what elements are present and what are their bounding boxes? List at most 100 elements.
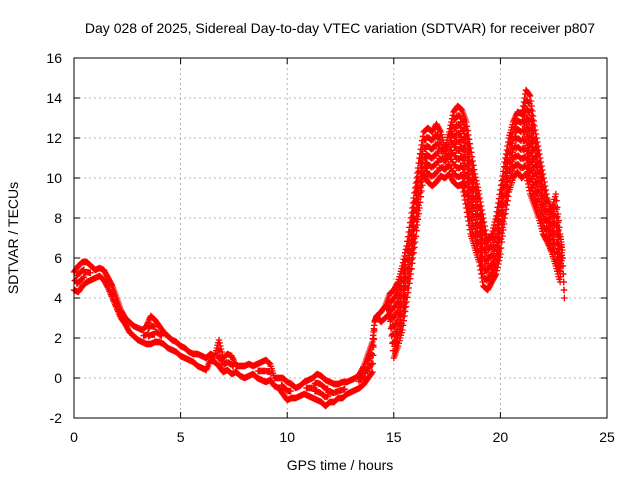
data-point — [406, 233, 413, 240]
data-point — [534, 138, 541, 146]
data-point — [537, 158, 545, 166]
data-point — [478, 223, 486, 231]
data-point — [417, 193, 425, 200]
data-point — [551, 193, 559, 200]
data-point — [384, 312, 392, 319]
data-point — [408, 265, 415, 272]
data-point — [500, 220, 508, 228]
data-point — [414, 207, 422, 214]
data-point — [523, 105, 530, 112]
data-point — [217, 342, 224, 350]
data-point — [498, 177, 506, 184]
data-point — [480, 218, 488, 226]
data-point — [477, 198, 484, 206]
data-point — [543, 190, 550, 198]
data-point — [406, 242, 413, 250]
data-point — [495, 213, 503, 220]
data-point — [503, 174, 510, 181]
data-point — [104, 283, 111, 290]
data-point — [401, 312, 408, 320]
data-point — [149, 314, 157, 322]
data-point — [555, 217, 562, 224]
data-point — [401, 299, 409, 307]
data-point — [157, 332, 164, 339]
data-point — [479, 278, 486, 286]
data-point — [409, 250, 416, 258]
data-point — [358, 382, 366, 390]
data-point — [103, 272, 110, 279]
data-point — [311, 384, 318, 391]
data-point — [556, 267, 563, 274]
data-point — [409, 236, 417, 243]
data-point — [554, 227, 562, 235]
y-tick-label: 4 — [54, 290, 62, 306]
data-point — [526, 135, 533, 142]
x-tick-label: 10 — [279, 429, 295, 445]
data-point — [478, 232, 486, 239]
data-point — [80, 273, 88, 281]
data-point — [391, 295, 398, 302]
data-point — [491, 273, 498, 280]
data-point — [409, 260, 416, 267]
data-point — [532, 126, 539, 134]
data-point — [530, 200, 538, 208]
data-point — [493, 267, 501, 274]
data-point — [554, 210, 562, 218]
data-point — [509, 158, 516, 165]
data-point — [457, 105, 464, 112]
data-point — [388, 288, 395, 296]
data-point — [479, 261, 486, 269]
data-point — [481, 231, 488, 238]
data-point — [482, 226, 489, 234]
data-point — [509, 167, 516, 175]
y-tick-label: 0 — [54, 370, 62, 386]
data-point — [434, 132, 442, 139]
data-point — [530, 136, 538, 143]
data-point — [375, 310, 383, 318]
data-point — [528, 102, 535, 110]
data-point — [536, 154, 544, 162]
data-point — [497, 244, 505, 252]
data-point — [495, 257, 503, 264]
data-point — [287, 387, 294, 395]
data-point — [360, 364, 367, 371]
data-point — [530, 145, 538, 152]
data-point — [495, 230, 503, 238]
data-point — [151, 323, 158, 331]
data-point — [401, 269, 408, 277]
data-point — [266, 360, 273, 367]
data-point — [502, 210, 509, 217]
data-point — [530, 117, 538, 125]
data-point — [474, 184, 481, 191]
data-point — [469, 157, 476, 165]
data-point — [426, 126, 434, 134]
data-point — [526, 91, 533, 99]
data-point — [560, 278, 567, 286]
data-point — [461, 169, 469, 176]
data-point — [475, 187, 482, 194]
data-point — [216, 339, 223, 347]
plot-border — [73, 57, 608, 419]
data-point — [393, 290, 400, 298]
data-point — [359, 373, 366, 381]
data-point — [158, 332, 165, 340]
data-point — [414, 221, 421, 229]
data-point — [418, 187, 425, 195]
data-point — [406, 280, 413, 287]
data-point — [495, 225, 502, 233]
data-point — [405, 284, 412, 292]
data-point — [368, 369, 375, 377]
data-point — [529, 107, 536, 115]
x-tick-label: 15 — [386, 429, 402, 445]
data-point — [341, 385, 348, 393]
data-point — [419, 182, 426, 189]
data-point — [370, 335, 378, 342]
data-point — [537, 167, 545, 175]
data-point — [502, 178, 510, 185]
data-point — [410, 249, 417, 256]
data-point — [120, 312, 127, 319]
data-point — [530, 191, 538, 198]
y-tick-label: 16 — [46, 50, 62, 66]
data-point — [448, 176, 456, 183]
